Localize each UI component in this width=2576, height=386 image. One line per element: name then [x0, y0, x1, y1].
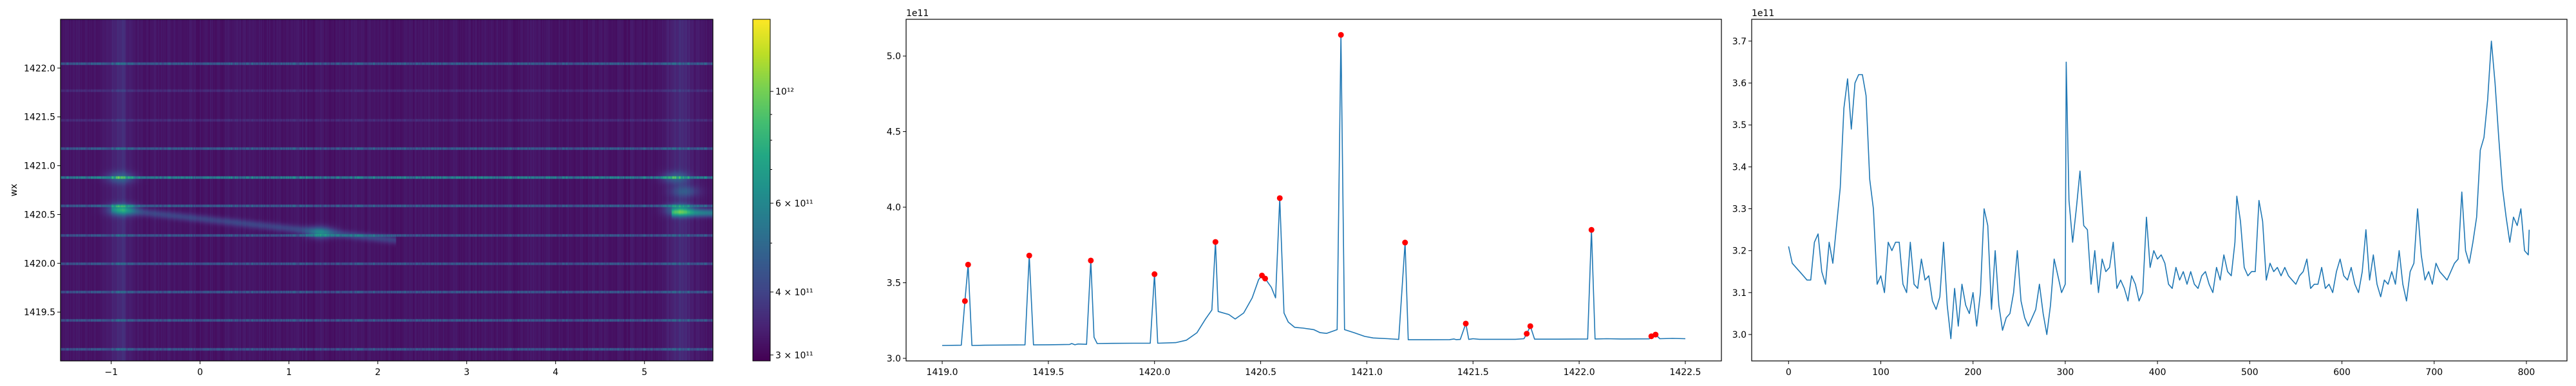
axis-offset-text: 1e11	[906, 8, 929, 19]
x-tick-label: 200	[1964, 367, 1982, 378]
x-tick-label: 300	[2057, 367, 2074, 378]
colorbar-axes: 3 × 10¹¹ 4 × 10¹¹ 6 × 10¹¹ 10¹²	[752, 19, 813, 362]
x-tick-label: 1419.0	[927, 367, 958, 378]
peak-marker	[1262, 275, 1269, 282]
x-tick-label: 1421.5	[1457, 367, 1489, 378]
y-axis-label: wx	[9, 184, 19, 197]
heatmap-image	[61, 19, 713, 361]
x-tick-label: 1419.5	[1032, 367, 1064, 378]
x-tick-label: 1421.0	[1351, 367, 1383, 378]
peak-marker	[1212, 239, 1218, 245]
x-tick-label: 1	[286, 367, 292, 378]
peak-marker	[1151, 271, 1158, 277]
peak-marker	[1524, 331, 1530, 337]
axes-frame	[60, 19, 714, 362]
y-tick-label: 4.0	[887, 203, 901, 213]
y-tick-label: 5.0	[887, 51, 901, 62]
colorbar-frame	[752, 19, 771, 362]
peak-marker	[1653, 331, 1659, 338]
colorbar-tick-label: 4 × 10¹¹	[775, 288, 813, 298]
x-tick-label: 1422.0	[1564, 367, 1595, 378]
heatmap-axes: −1 0 1 2 3 4 5 1419.5 1420.0 1420.5 1421.0 1421.5 14…	[9, 19, 714, 378]
x-tick-label: 5	[641, 367, 647, 378]
peak-marker	[1088, 257, 1094, 264]
peak-marker	[1588, 226, 1595, 233]
y-tick-label: 1421.0	[24, 161, 55, 172]
x-tick-label: 0	[1786, 367, 1792, 378]
y-tick-label: 3.1	[1732, 288, 1747, 299]
y-tick-label: 4.5	[887, 127, 901, 138]
y-tick-label: 3.5	[887, 279, 901, 289]
y-tick-label: 3.2	[1732, 246, 1747, 257]
colorbar-tick-label: 6 × 10¹¹	[775, 199, 813, 209]
peaks-line-axes: 1419.0 1419.5 1420.0 1420.5 1421.0 1421.5 1422…	[887, 8, 1722, 378]
peak-marker	[1402, 239, 1408, 246]
y-tick-label: 3.6	[1732, 78, 1747, 89]
x-tick-label: 2	[375, 367, 381, 378]
peak-marker	[1026, 252, 1032, 259]
x-tick-label: 800	[2518, 367, 2535, 378]
axes-frame	[905, 19, 1722, 362]
x-tick-label: 1420.0	[1139, 367, 1170, 378]
x-tick-label: 700	[2425, 367, 2443, 378]
x-tick-label: 600	[2333, 367, 2351, 378]
x-tick-label: 100	[1872, 367, 1889, 378]
x-tick-label: 4	[553, 367, 558, 378]
series-line	[1788, 41, 2530, 340]
peak-marker	[1338, 32, 1344, 38]
peak-marker	[1463, 320, 1469, 327]
y-tick-label: 3.4	[1732, 162, 1747, 172]
x-tick-label: 500	[2241, 367, 2259, 378]
colorbar-gradient	[753, 19, 770, 361]
y-tick-label: 3.0	[887, 354, 901, 364]
x-tick-label: −1	[104, 367, 118, 378]
series-line	[942, 34, 1686, 346]
y-tick-label: 1420.0	[24, 259, 55, 269]
x-tick-label: 3	[464, 367, 469, 378]
x-tick-label: 0	[197, 367, 203, 378]
x-tick-label: 1422.5	[1669, 367, 1701, 378]
y-tick-label: 3.0	[1732, 330, 1747, 340]
x-tick-label: 1420.5	[1245, 367, 1276, 378]
y-tick-label: 1419.5	[24, 308, 55, 318]
peak-marker	[961, 298, 968, 304]
peak-marker	[965, 261, 971, 268]
peak-marker	[1527, 323, 1533, 329]
y-tick-label: 3.7	[1732, 37, 1747, 47]
y-tick-label: 3.5	[1732, 120, 1747, 131]
axes-frame	[1751, 19, 2568, 362]
colorbar-tick-label: 10¹²	[775, 87, 794, 97]
x-tick-label: 400	[2149, 367, 2166, 378]
colorbar-tick-label: 3 × 10¹¹	[775, 351, 813, 361]
y-tick-label: 3.3	[1732, 204, 1747, 214]
y-tick-label: 1420.5	[24, 210, 55, 220]
peak-marker	[1276, 195, 1283, 201]
y-tick-label: 1421.5	[24, 113, 55, 123]
y-tick-label: 1422.0	[24, 64, 55, 74]
series-line-axes: 0 100 200 300 400 500 600 700 800 3.0 3.1 3.2 3.3 3.4…	[1732, 8, 2568, 378]
axis-offset-text: 1e11	[1752, 8, 1774, 19]
